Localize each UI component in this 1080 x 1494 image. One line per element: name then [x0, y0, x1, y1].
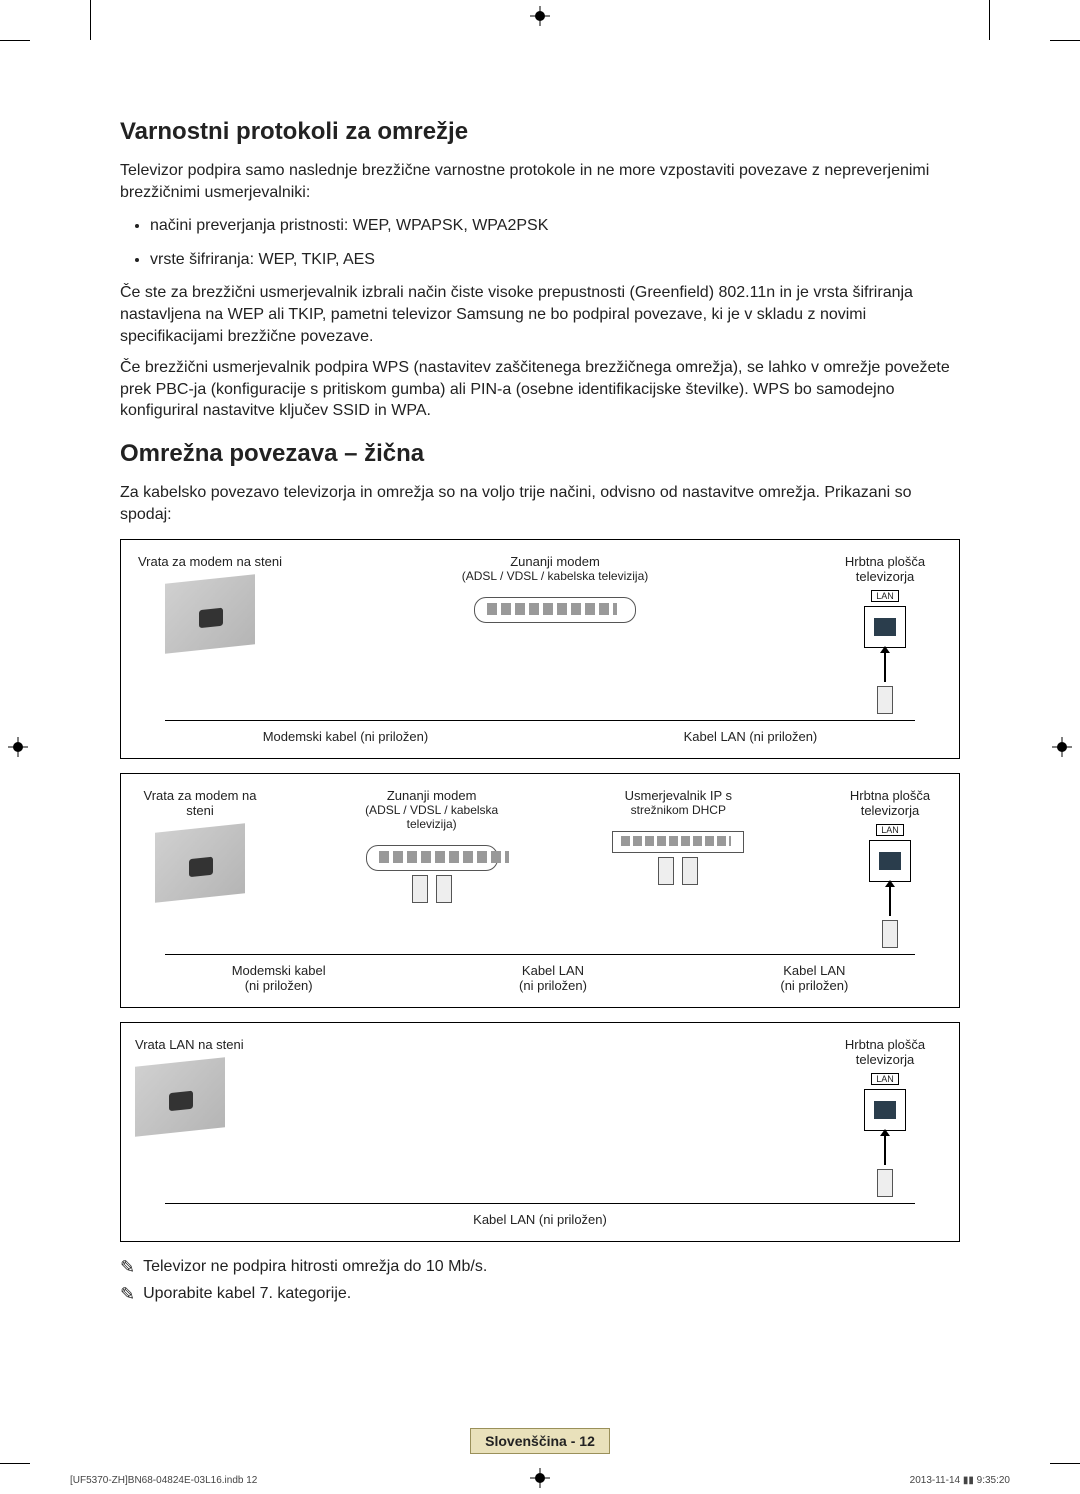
note-item: ✎ Televizor ne podpira hitrosti omrežja … — [120, 1258, 960, 1279]
cable-line — [165, 954, 915, 955]
label-tv-back: Hrbtna plošča televizorja — [825, 1037, 945, 1067]
label-external-modem: Zunanji modem (ADSL / VDSL / kabelska te… — [462, 554, 649, 583]
label-text: Zunanji modem — [387, 788, 477, 803]
paragraph: Za kabelsko povezavo televizorja in omre… — [120, 482, 960, 525]
note-text: Uporabite kabel 7. kategorije. — [143, 1285, 351, 1303]
lan-port-icon — [869, 840, 911, 882]
wiring-diagram-2: Vrata za modem na steni Zunanji modem (A… — [120, 773, 960, 1008]
label-wall-lan-port: Vrata LAN na steni — [135, 1037, 244, 1052]
list-item: načini preverjanja pristnosti: WEP, WPAP… — [150, 213, 960, 239]
cable-connector-icon — [682, 857, 698, 885]
cable-connector-icon — [882, 920, 898, 948]
cable-line — [165, 720, 915, 721]
cable-line — [165, 1203, 915, 1204]
cable-connector-icon — [412, 875, 428, 903]
cable-connector-icon — [436, 875, 452, 903]
print-file-name: [UF5370-ZH]BN68-04824E-03L16.indb 12 — [70, 1475, 257, 1486]
label-lan-cable: Kabel LAN (ni priložen) — [519, 963, 587, 993]
label-wall-modem-port: Vrata za modem na steni — [135, 788, 265, 818]
label-lan-cable: Kabel LAN (ni priložen) — [473, 1212, 607, 1227]
lan-port-icon — [864, 1089, 906, 1131]
cable-connector-icon — [658, 857, 674, 885]
label-subtext: strežnikom DHCP — [625, 803, 732, 817]
reg-mark-icon — [1052, 737, 1072, 757]
cable-connector-icon — [877, 686, 893, 714]
wiring-diagram-3: Vrata LAN na steni Hrbtna plošča televiz… — [120, 1022, 960, 1242]
label-modem-cable: Modemski kabel (ni priložen) — [232, 963, 326, 993]
note-icon: ✎ — [120, 1257, 135, 1278]
crop-mark — [989, 0, 990, 40]
note-icon: ✎ — [120, 1284, 135, 1305]
reg-mark-icon — [8, 737, 28, 757]
crop-mark — [0, 1463, 30, 1464]
print-timestamp: 2013-11-14 ▮▮ 9:35:20 — [910, 1475, 1010, 1486]
wall-port-icon — [165, 574, 255, 653]
label-wall-modem-port: Vrata za modem na steni — [138, 554, 282, 569]
arrow-icon — [884, 652, 886, 682]
wall-port-icon — [155, 823, 245, 902]
label-modem-cable: Modemski kabel (ni priložen) — [263, 729, 428, 744]
crop-mark — [1050, 1463, 1080, 1464]
paragraph: Če ste za brezžični usmerjevalnik izbral… — [120, 282, 960, 347]
wiring-diagram-1: Vrata za modem na steni Zunanji modem (A… — [120, 539, 960, 759]
crop-mark — [90, 0, 91, 40]
reg-mark-icon — [530, 6, 550, 26]
modem-icon — [366, 845, 498, 871]
paragraph: Televizor podpira samo naslednje brezžič… — [120, 160, 960, 203]
lan-port-icon — [864, 606, 906, 648]
paragraph: Če brezžični usmerjevalnik podpira WPS (… — [120, 357, 960, 422]
lan-port-label: LAN — [871, 1073, 899, 1085]
arrow-icon — [889, 886, 891, 916]
manual-page: Varnostni protokoli za omrežje Televizor… — [0, 0, 1080, 1494]
bullet-list: načini preverjanja pristnosti: WEP, WPAP… — [150, 213, 960, 272]
label-tv-back: Hrbtna plošča televizorja — [825, 554, 945, 584]
wall-port-icon — [135, 1057, 225, 1136]
cable-connector-icon — [877, 1169, 893, 1197]
page-footer: Slovenščina - 12 — [0, 1428, 1080, 1454]
note-text: Televizor ne podpira hitrosti omrežja do… — [143, 1258, 487, 1276]
list-item: vrste šifriranja: WEP, TKIP, AES — [150, 247, 960, 273]
print-metadata: [UF5370-ZH]BN68-04824E-03L16.indb 12 201… — [70, 1475, 1010, 1486]
lan-port-label: LAN — [871, 590, 899, 602]
lan-port-label: LAN — [876, 824, 904, 836]
arrow-icon — [884, 1135, 886, 1165]
label-subtext: (ADSL / VDSL / kabelska televizija) — [342, 803, 522, 831]
modem-icon — [474, 597, 636, 623]
note-item: ✎ Uporabite kabel 7. kategorije. — [120, 1285, 960, 1306]
page-language-badge: Slovenščina - 12 — [470, 1428, 610, 1454]
label-ip-router: Usmerjevalnik IP s strežnikom DHCP — [625, 788, 732, 817]
section-heading-wired: Omrežna povezava – žična — [120, 440, 960, 468]
label-tv-back: Hrbtna plošča televizorja — [835, 788, 945, 818]
label-subtext: (ADSL / VDSL / kabelska televizija) — [462, 569, 649, 583]
section-heading-security: Varnostni protokoli za omrežje — [120, 118, 960, 146]
label-external-modem: Zunanji modem (ADSL / VDSL / kabelska te… — [342, 788, 522, 831]
router-icon — [612, 831, 744, 853]
crop-mark — [0, 40, 30, 41]
label-text: Usmerjevalnik IP s — [625, 788, 732, 803]
label-lan-cable: Kabel LAN (ni priložen) — [684, 729, 818, 744]
label-lan-cable: Kabel LAN (ni priložen) — [780, 963, 848, 993]
crop-mark — [1050, 40, 1080, 41]
label-text: Zunanji modem — [510, 554, 600, 569]
